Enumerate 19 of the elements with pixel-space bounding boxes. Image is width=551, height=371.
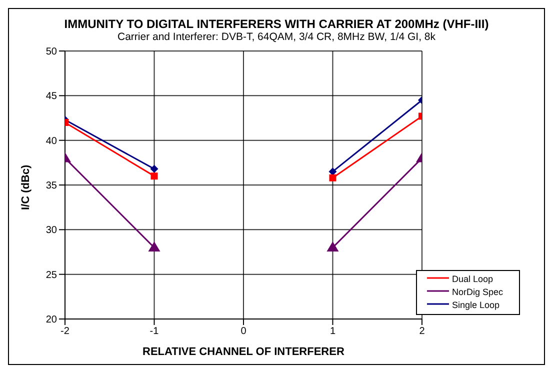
x-tick-label: 0 <box>240 326 247 338</box>
y-tick-label: 20 <box>46 314 58 326</box>
y-tick-label: 25 <box>46 270 58 281</box>
y-tick-label: 45 <box>46 91 58 102</box>
legend-label: Dual Loop <box>450 274 494 284</box>
legend-label: Single Loop <box>450 300 500 310</box>
chart-subtitle: Carrier and Interferer: DVB-T, 64QAM, 3/4 CR, 8MHz BW, 1/4 GI, 8k <box>116 31 436 43</box>
legend-label: NorDig Spec <box>450 287 503 297</box>
x-tick-label: -2 <box>60 326 70 338</box>
y-axis-title: I/C (dBc) <box>20 164 32 210</box>
x-tick-label: -1 <box>150 326 160 338</box>
y-tick-label: 35 <box>46 180 58 192</box>
y-tick-label: 40 <box>46 136 58 147</box>
chart-title: IMMUNITY TO DIGITAL INTERFERERS WITH CARRIER AT 200MHz (VHF-III) <box>63 17 490 31</box>
x-tick-label: 2 <box>419 326 426 338</box>
y-tick-label: 50 <box>46 46 58 58</box>
y-tick-label: 30 <box>46 225 58 236</box>
x-axis-title: RELATIVE CHANNEL OF INTERFERER <box>142 346 344 358</box>
x-tick-label: 1 <box>330 326 336 338</box>
